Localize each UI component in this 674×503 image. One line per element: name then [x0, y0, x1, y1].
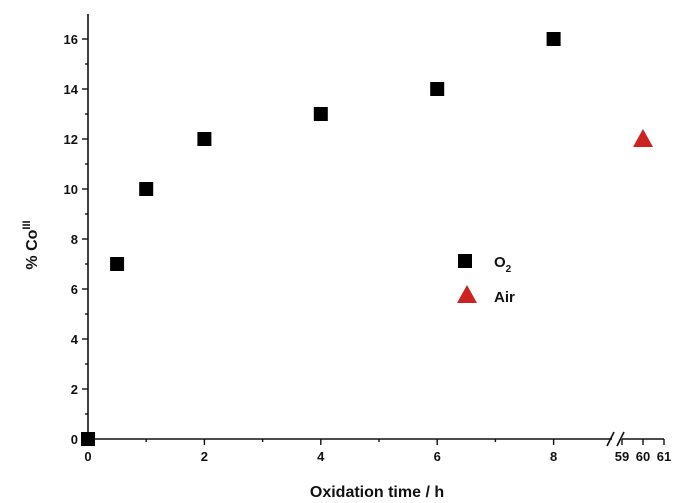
x-tick-label: 6 — [434, 449, 441, 464]
axis-break-mark — [606, 431, 615, 447]
y-tick-label: 16 — [64, 32, 78, 47]
data-point-o2 — [81, 432, 95, 446]
y-tick-label: 10 — [64, 182, 78, 197]
legend-label-o2-main: O — [494, 254, 506, 271]
data-point-o2 — [546, 32, 561, 46]
x-tick-label: 2 — [201, 449, 208, 464]
tick-marks — [82, 38, 665, 445]
x-tick-label: 59 — [615, 449, 629, 464]
y-axis-title-main: % Co — [24, 229, 41, 269]
data-point-o2 — [110, 257, 125, 271]
x-tick-label: 4 — [317, 449, 325, 464]
legend: O2 Air — [457, 254, 515, 306]
y-tick-label: 12 — [64, 132, 78, 147]
x-tick-label: 61 — [657, 449, 671, 464]
y-tick-label: 2 — [71, 382, 78, 397]
y-tick-label: 0 — [71, 432, 78, 447]
legend-label-air: Air — [494, 289, 515, 306]
data-point-o2 — [139, 182, 154, 196]
legend-marker-o2 — [458, 254, 472, 268]
data-point-o2 — [430, 82, 445, 96]
legend-label-o2: O2 — [494, 254, 512, 275]
y-tick-label: 14 — [64, 82, 79, 97]
y-axis-title: % CoIII — [21, 220, 41, 269]
data-point-o2 — [313, 107, 328, 121]
data-points — [81, 32, 653, 446]
legend-marker-air — [457, 285, 477, 303]
data-point-o2 — [197, 132, 212, 146]
axes — [87, 14, 664, 447]
y-tick-label: 4 — [71, 332, 79, 347]
axis-break-mark — [616, 431, 625, 447]
y-axis-title-superscript: III — [21, 220, 33, 229]
x-axis-title: Oxidation time / h — [310, 484, 444, 501]
y-tick-label: 8 — [71, 232, 78, 247]
legend-label-o2-subscript: 2 — [506, 264, 512, 275]
data-point-air — [633, 129, 653, 147]
x-tick-label: 0 — [84, 449, 91, 464]
y-tick-label: 6 — [71, 282, 78, 297]
tick-labels: 0 2 4 6 8 10 12 14 16 0 2 4 6 8 59 60 61 — [64, 32, 672, 464]
x-tick-label: 60 — [636, 449, 650, 464]
x-tick-label: 8 — [550, 449, 557, 464]
